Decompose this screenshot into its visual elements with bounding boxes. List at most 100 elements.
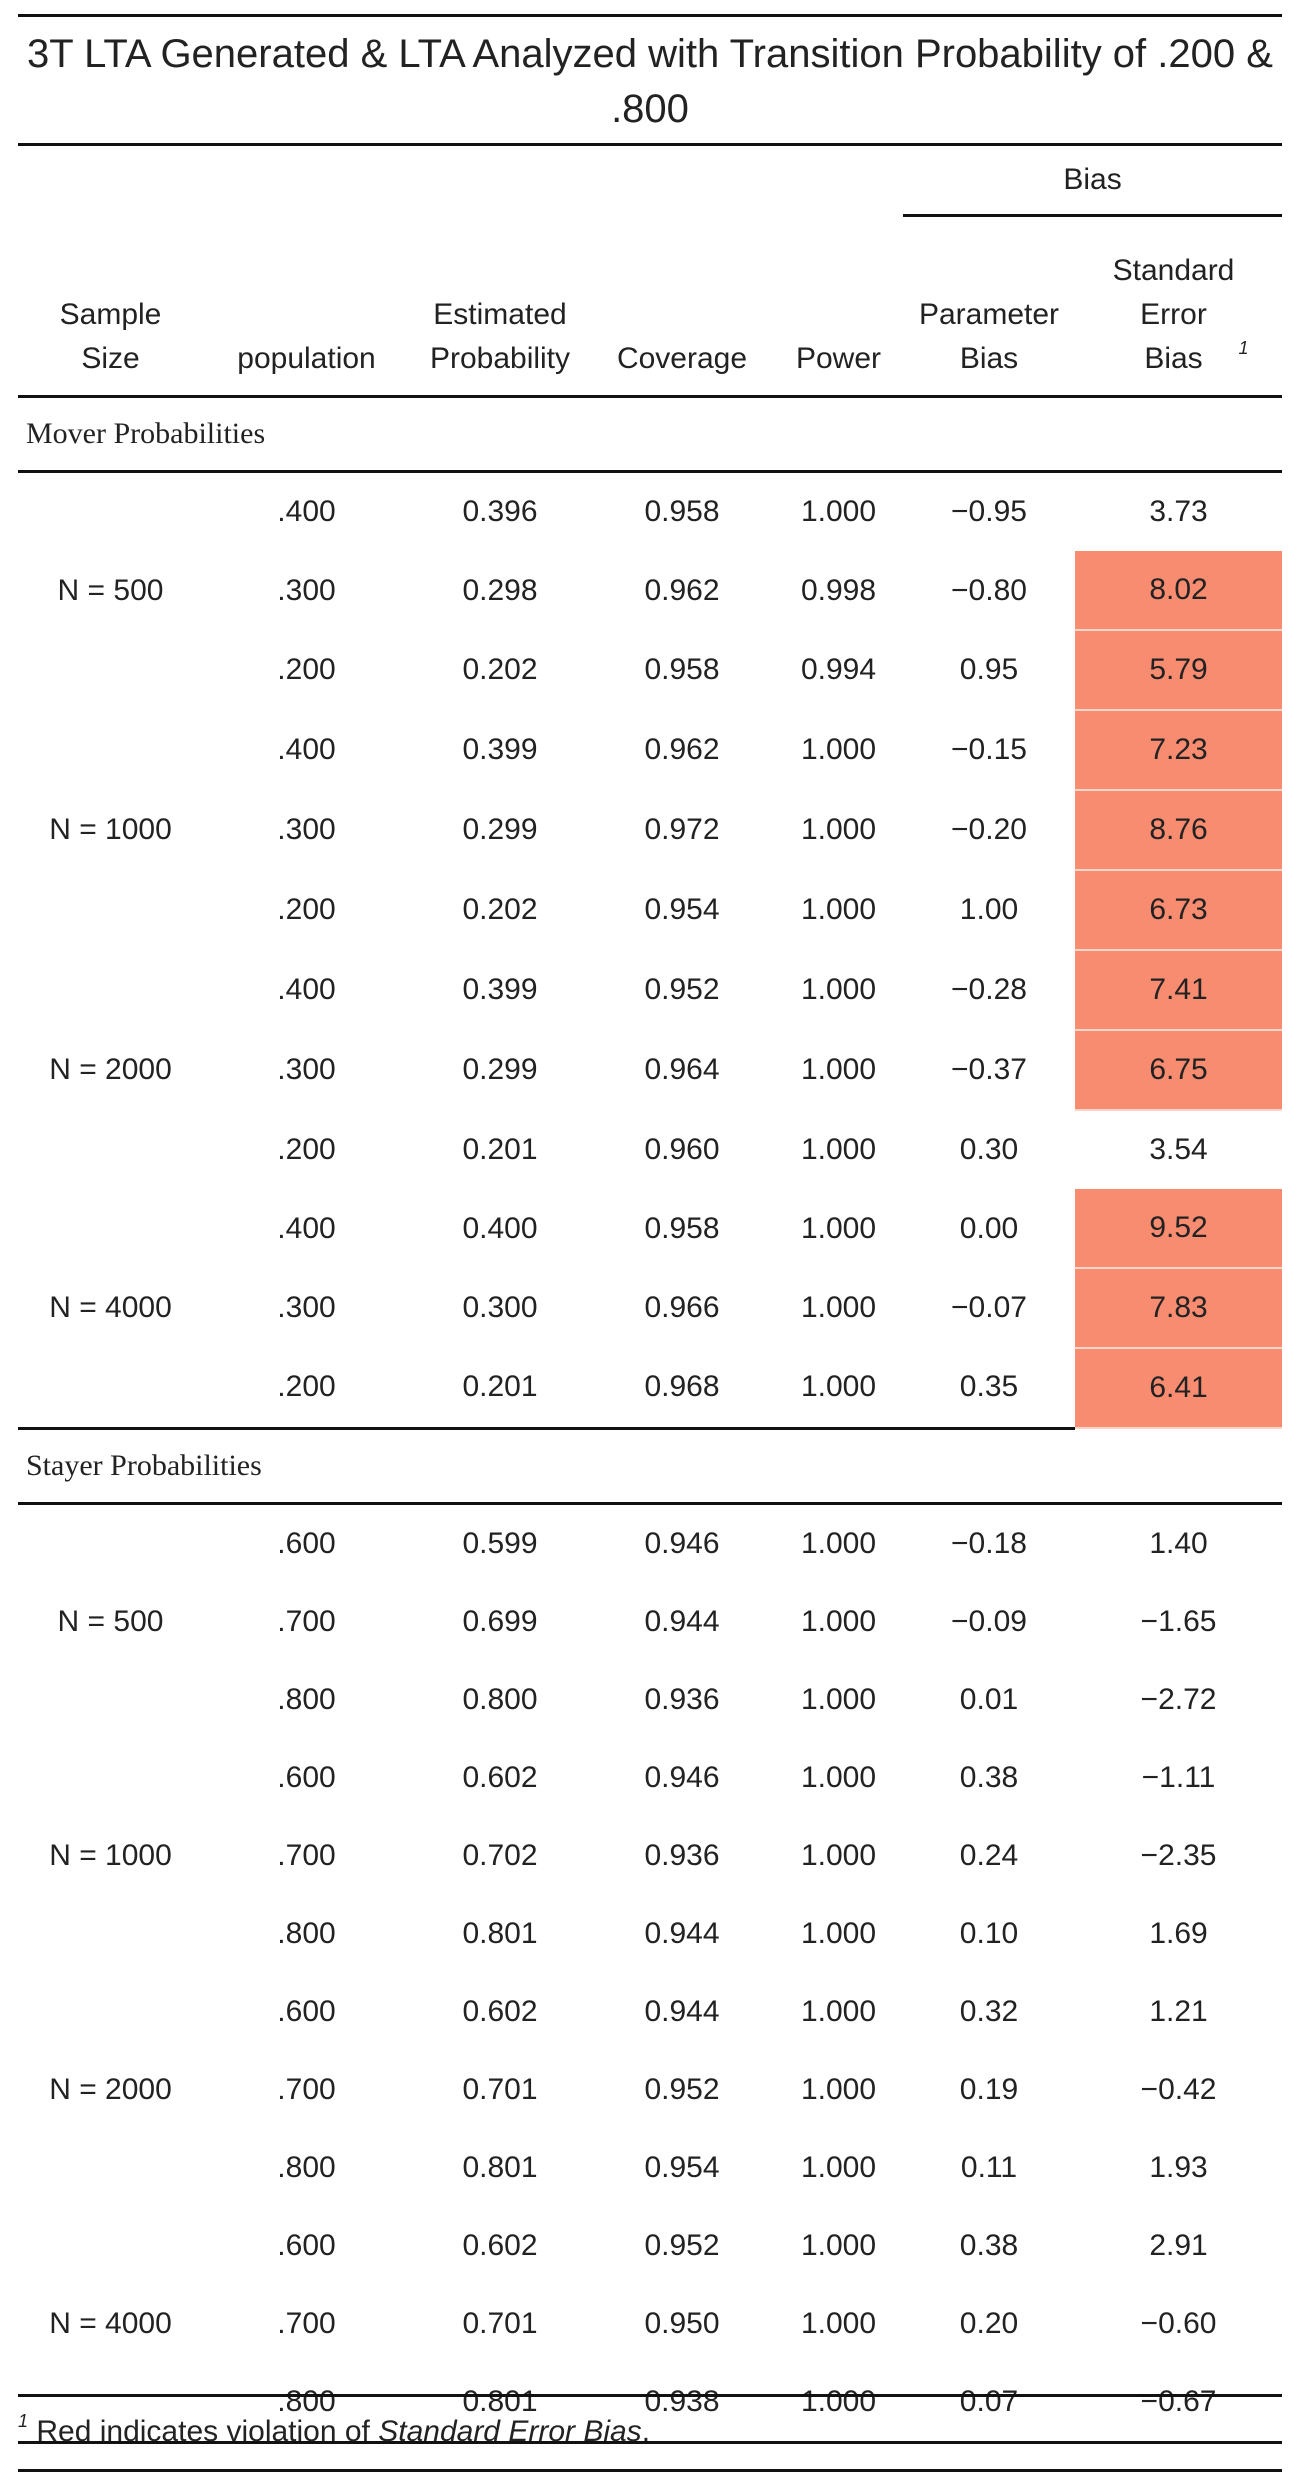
population-cell: .600 [277, 1994, 336, 2028]
table-title: 3T LTA Generated & LTA Analyzed with Tra… [18, 14, 1282, 137]
table-row: N = 1000 .700 0.702 0.936 1.000 0.24 −2.35 [18, 1817, 1282, 1895]
sample-size-cell [18, 2362, 203, 2444]
standard-error-bias-cell: −2.35 [1140, 1838, 1217, 1872]
table-row: .400 0.399 0.952 1.000 −0.28 7.41 [18, 950, 1283, 1031]
sample-size-cell: N = 1000 [49, 813, 172, 846]
table-row: N = 1000 .300 0.299 0.972 1.000 −0.20 8.76 [18, 790, 1283, 871]
coverage-cell: 0.972 [644, 813, 720, 846]
header-estimated-probability: Estimated Probability [410, 215, 590, 398]
table-row: .200 0.202 0.954 1.000 1.00 6.73 [18, 870, 1283, 951]
estimated-probability-cell: 0.801 [462, 1916, 538, 1950]
table-row: .600 0.602 0.952 1.000 0.38 2.91 [18, 2207, 1282, 2285]
bias-group-header: Bias [903, 144, 1283, 217]
estimated-probability-cell: 0.801 [462, 2150, 538, 2184]
standard-error-bias-cell: 6.75 [1075, 1030, 1283, 1111]
coverage-cell: 0.952 [644, 2072, 720, 2106]
parameter-bias-cell: −0.80 [951, 573, 1027, 607]
table-row: N = 500 .700 0.699 0.944 1.000 −0.09 −1.65 [18, 1583, 1282, 1661]
parameter-bias-cell: 0.35 [903, 1348, 1075, 1430]
standard-error-bias-cell: −2.72 [1140, 1682, 1217, 1716]
power-cell: 1.000 [800, 495, 877, 528]
footnote-italic: Standard Error Bias [378, 2415, 642, 2448]
power-cell: 1.000 [800, 1838, 877, 1872]
sample-size-cell [18, 710, 203, 790]
table-row: .200 0.201 0.960 1.000 0.30 3.54 [18, 1110, 1282, 1189]
section-label: Stayer Probabilities [18, 1428, 1283, 1505]
table-row: .800 0.800 0.936 1.000 0.01 −2.72 [18, 1661, 1282, 1739]
estimated-probability-cell: 0.602 [462, 1994, 538, 2028]
standard-error-bias-cell: 7.83 [1075, 1268, 1283, 1349]
standard-error-bias-cell: 1.40 [1149, 1526, 1208, 1560]
population-cell: .700 [277, 1604, 336, 1638]
population-cell: .700 [277, 1838, 336, 1872]
estimated-probability-cell: 0.399 [462, 733, 538, 766]
results-table: Bias Sample Size population Estimated Pr… [18, 143, 1283, 2444]
power-cell: 1.000 [800, 1132, 877, 1166]
sample-size-cell [18, 630, 203, 710]
sample-size-cell [18, 1503, 203, 1583]
coverage-cell: 0.944 [644, 1916, 720, 1950]
population-cell: .200 [277, 893, 336, 926]
standard-error-bias-cell: −0.67 [1075, 2362, 1283, 2444]
parameter-bias-cell: −0.95 [951, 495, 1027, 528]
population-cell: .800 [277, 1682, 336, 1716]
coverage-cell: 0.936 [644, 1682, 720, 1716]
power-cell: 1.000 [774, 1348, 903, 1430]
coverage-cell: 0.964 [644, 1053, 720, 1086]
power-cell: 0.994 [800, 653, 877, 686]
population-cell: .400 [277, 495, 336, 528]
sample-size-cell [18, 1895, 203, 1973]
estimated-probability-cell: 0.299 [462, 813, 538, 846]
sample-size-cell: N = 2000 [49, 1053, 172, 1086]
coverage-cell: 0.946 [644, 1526, 720, 1560]
header-coverage: Coverage [590, 215, 774, 398]
table-row: .400 0.396 0.958 1.000 −0.95 3.73 [18, 472, 1282, 552]
table-row: .200 0.202 0.958 0.994 0.95 5.79 [18, 630, 1283, 711]
coverage-cell: 0.966 [644, 1291, 720, 1324]
footnote-marker: 1 [1238, 338, 1249, 358]
estimated-probability-cell: 0.202 [462, 893, 538, 926]
parameter-bias-cell: 0.30 [959, 1132, 1019, 1166]
standard-error-bias-cell: 1.93 [1149, 2150, 1208, 2184]
sample-size-cell: N = 500 [57, 573, 164, 607]
parameter-bias-cell: 0.07 [903, 2362, 1075, 2444]
power-cell: 1.000 [800, 1526, 877, 1560]
coverage-cell: 0.936 [644, 1838, 720, 1872]
population-cell: .600 [277, 1760, 336, 1794]
estimated-probability-cell: 0.201 [410, 1348, 590, 1430]
section-label: Mover Probabilities [18, 396, 1283, 473]
estimated-probability-cell: 0.400 [462, 1211, 538, 1245]
standard-error-bias-cell: 1.21 [1149, 1994, 1208, 2028]
footnote: 1 Red indicates violation of Standard Er… [18, 2394, 1282, 2472]
power-cell: 1.000 [800, 1916, 877, 1950]
table-row: N = 500 .300 0.298 0.962 0.998 −0.80 8.02 [18, 551, 1283, 631]
coverage-cell: 0.946 [644, 1760, 720, 1794]
sample-size-cell: N = 2000 [49, 2072, 172, 2106]
standard-error-bias-cell: 7.23 [1075, 710, 1283, 791]
sample-size-cell [18, 2207, 203, 2285]
sample-size-cell: N = 500 [57, 1604, 164, 1638]
parameter-bias-cell: −0.09 [951, 1604, 1027, 1638]
estimated-probability-cell: 0.602 [462, 1760, 538, 1794]
power-cell: 1.000 [800, 2072, 877, 2106]
table-row: N = 2000 .700 0.701 0.952 1.000 0.19 −0.42 [18, 2051, 1282, 2129]
parameter-bias-cell: −0.07 [951, 1291, 1027, 1324]
power-cell: 1.000 [800, 2150, 877, 2184]
power-cell: 1.000 [800, 973, 877, 1006]
power-cell: 0.998 [800, 573, 877, 607]
table-row: .600 0.602 0.944 1.000 0.32 1.21 [18, 1973, 1282, 2051]
estimated-probability-cell: 0.201 [462, 1132, 538, 1166]
population-cell: .800 [277, 1916, 336, 1950]
coverage-cell: 0.962 [644, 573, 720, 607]
population-cell: .300 [277, 813, 336, 846]
table-row: .600 0.599 0.946 1.000 −0.18 1.40 [18, 1503, 1282, 1583]
power-cell: 1.000 [800, 1211, 877, 1245]
standard-error-bias-cell: −1.65 [1140, 1604, 1217, 1638]
standard-error-bias-cell: 8.02 [1075, 551, 1283, 631]
standard-error-bias-cell: 1.69 [1149, 1916, 1208, 1950]
coverage-cell: 0.952 [644, 2228, 720, 2262]
estimated-probability-cell: 0.699 [462, 1604, 538, 1638]
table-row: .800 0.801 0.954 1.000 0.11 1.93 [18, 2129, 1282, 2207]
power-cell: 1.000 [800, 1682, 877, 1716]
